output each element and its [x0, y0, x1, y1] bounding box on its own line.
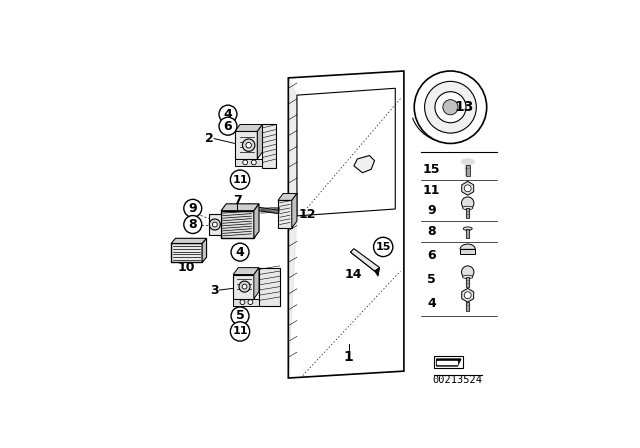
Polygon shape: [374, 267, 380, 276]
Polygon shape: [233, 299, 259, 306]
Circle shape: [246, 142, 252, 148]
Circle shape: [464, 292, 471, 299]
Ellipse shape: [461, 159, 474, 165]
Circle shape: [219, 105, 237, 123]
Polygon shape: [292, 194, 297, 228]
Text: 13: 13: [454, 100, 474, 114]
Text: 9: 9: [188, 202, 197, 215]
Text: 4: 4: [223, 108, 232, 121]
Text: 10: 10: [178, 261, 195, 274]
Circle shape: [242, 284, 247, 289]
Polygon shape: [466, 208, 469, 218]
Polygon shape: [351, 249, 380, 271]
Polygon shape: [436, 359, 461, 366]
Circle shape: [443, 99, 458, 115]
Polygon shape: [437, 362, 457, 364]
Polygon shape: [461, 181, 474, 195]
Circle shape: [252, 160, 256, 165]
Polygon shape: [233, 267, 259, 275]
Polygon shape: [466, 228, 469, 238]
Ellipse shape: [463, 275, 473, 279]
Polygon shape: [259, 207, 282, 214]
Polygon shape: [259, 267, 280, 306]
Text: 6: 6: [223, 120, 232, 133]
Polygon shape: [278, 194, 297, 200]
Polygon shape: [221, 211, 254, 238]
Text: 15: 15: [423, 163, 440, 176]
Text: 8: 8: [188, 218, 197, 231]
Text: 2: 2: [205, 132, 213, 145]
Polygon shape: [235, 131, 257, 159]
Text: 3: 3: [210, 284, 218, 297]
Circle shape: [435, 92, 466, 123]
Circle shape: [248, 300, 253, 305]
Text: 4: 4: [236, 246, 244, 258]
Circle shape: [461, 266, 474, 278]
Text: 8: 8: [427, 225, 436, 238]
Ellipse shape: [463, 227, 472, 230]
Text: 7: 7: [233, 194, 242, 207]
Polygon shape: [289, 78, 297, 378]
Circle shape: [239, 281, 250, 292]
Text: 15: 15: [376, 242, 391, 252]
Circle shape: [461, 197, 474, 209]
Circle shape: [231, 307, 249, 325]
Text: 6: 6: [427, 249, 436, 262]
Polygon shape: [354, 155, 374, 173]
Text: 5: 5: [427, 273, 436, 286]
Circle shape: [230, 170, 250, 190]
Polygon shape: [262, 125, 276, 168]
Circle shape: [374, 237, 393, 257]
Polygon shape: [257, 125, 262, 159]
Text: 1: 1: [344, 350, 353, 364]
Polygon shape: [466, 165, 470, 176]
Circle shape: [212, 222, 217, 227]
Polygon shape: [460, 250, 476, 254]
Ellipse shape: [463, 206, 473, 210]
Circle shape: [209, 219, 220, 230]
Polygon shape: [461, 289, 474, 302]
Circle shape: [424, 82, 476, 133]
Text: 11: 11: [232, 175, 248, 185]
Text: 5: 5: [236, 310, 244, 323]
Text: 4: 4: [427, 297, 436, 310]
Circle shape: [219, 117, 237, 135]
Polygon shape: [466, 302, 469, 311]
Text: 12: 12: [299, 208, 316, 221]
Circle shape: [231, 243, 249, 261]
Circle shape: [230, 322, 250, 341]
Circle shape: [240, 300, 245, 305]
Circle shape: [184, 215, 202, 233]
Polygon shape: [254, 204, 259, 238]
Polygon shape: [466, 277, 469, 287]
Circle shape: [464, 185, 471, 192]
Polygon shape: [171, 244, 202, 263]
Circle shape: [184, 199, 202, 217]
Polygon shape: [202, 238, 207, 263]
Text: 11: 11: [423, 184, 440, 197]
Polygon shape: [278, 200, 292, 228]
Polygon shape: [254, 267, 259, 299]
Text: 11: 11: [232, 327, 248, 336]
Polygon shape: [460, 244, 476, 250]
Circle shape: [243, 139, 255, 151]
Polygon shape: [235, 159, 262, 166]
Circle shape: [243, 160, 248, 165]
Polygon shape: [221, 204, 259, 211]
Polygon shape: [235, 125, 262, 131]
Text: 00213524: 00213524: [433, 375, 483, 385]
Polygon shape: [209, 214, 221, 235]
Text: 9: 9: [427, 204, 436, 217]
Text: 14: 14: [344, 268, 362, 281]
Polygon shape: [233, 275, 254, 299]
Circle shape: [414, 71, 486, 143]
Polygon shape: [171, 238, 207, 244]
